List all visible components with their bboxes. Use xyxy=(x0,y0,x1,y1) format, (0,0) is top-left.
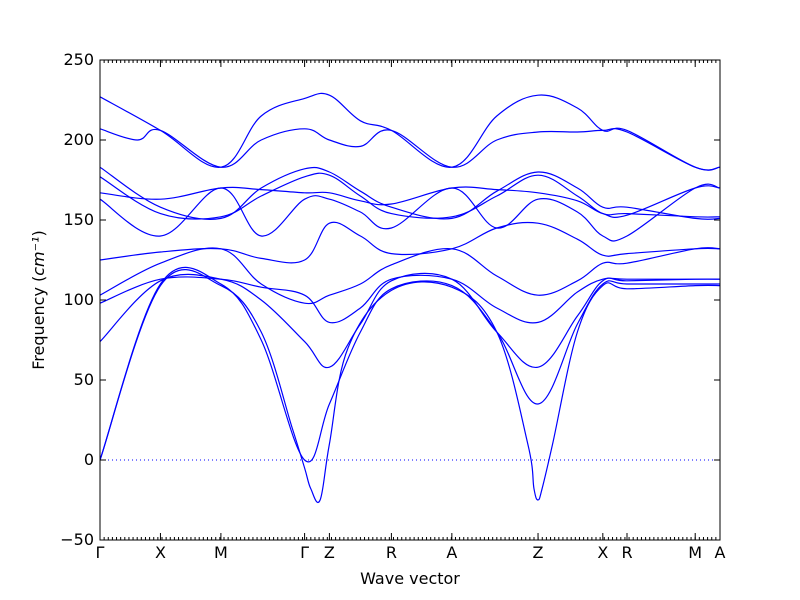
phonon-band-8 xyxy=(100,247,720,305)
phonon-band-6 xyxy=(100,183,720,242)
x-tick-label-Z: Z xyxy=(324,543,335,562)
plot-area xyxy=(100,92,720,504)
y-axis-unit: cm⁻¹ xyxy=(29,237,48,276)
phonon-band-2 xyxy=(100,127,720,171)
x-tick-label-A: A xyxy=(446,543,457,562)
y-tick-label: −50 xyxy=(60,530,94,549)
y-tick-label: 250 xyxy=(63,50,94,69)
phonon-band-3 xyxy=(100,166,720,221)
phonon-band-5 xyxy=(100,185,720,219)
y-tick-label: 150 xyxy=(63,210,94,229)
phonon-band-1 xyxy=(100,92,720,171)
phonon-band-11 xyxy=(100,266,720,463)
y-tick-label: 200 xyxy=(63,130,94,149)
y-axis-label: Frequency (cm⁻¹) xyxy=(29,230,48,369)
phonon-band-4 xyxy=(100,172,720,220)
phonon-band-12 xyxy=(100,269,720,504)
x-tick-label-Γ: Γ xyxy=(96,543,105,562)
x-tick-label-R: R xyxy=(621,543,632,562)
y-axis: −50 0 50 100 150 200 250 xyxy=(60,50,720,549)
x-axis-label: Wave vector xyxy=(360,569,460,588)
y-tick-label: 100 xyxy=(63,290,94,309)
y-tick-label: 50 xyxy=(74,370,94,389)
phonon-band-10 xyxy=(100,272,720,369)
x-tick-label-M: M xyxy=(214,543,228,562)
x-tick-label-Z: Z xyxy=(533,543,544,562)
x-tick-label-A: A xyxy=(715,543,726,562)
x-tick-label-X: X xyxy=(597,543,608,562)
x-tick-label-R: R xyxy=(386,543,397,562)
phonon-band-7 xyxy=(100,221,720,264)
x-tick-label-M: M xyxy=(688,543,702,562)
y-axis-label-text: Frequency xyxy=(29,287,48,370)
x-tick-label-Γ: Γ xyxy=(300,543,309,562)
x-tick-label-X: X xyxy=(155,543,166,562)
y-tick-label: 0 xyxy=(84,450,94,469)
